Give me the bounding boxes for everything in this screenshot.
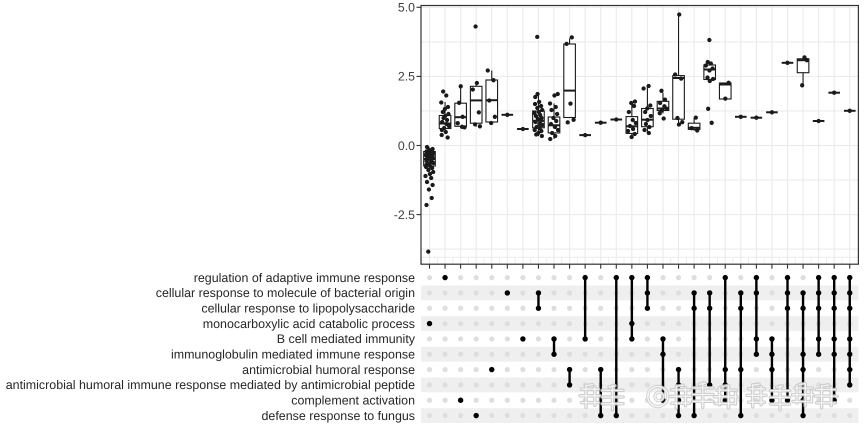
svg-text:monocarboxylic acid catabolic: monocarboxylic acid catabolic process	[203, 317, 415, 331]
svg-text:-2.5: -2.5	[394, 208, 415, 222]
svg-text:complement activation: complement activation	[291, 394, 415, 408]
svg-text:regulation of adaptive immune: regulation of adaptive immune response	[194, 271, 415, 285]
svg-text:0.0: 0.0	[398, 139, 415, 153]
svg-text:cellular response to lipopolys: cellular response to lipopolysaccharide	[201, 302, 415, 316]
svg-text:cellular response to molecule: cellular response to molecule of bacteri…	[156, 286, 415, 300]
svg-text:2.5: 2.5	[398, 70, 415, 84]
svg-text:antimicrobial humoral response: antimicrobial humoral response	[242, 363, 415, 377]
svg-text:5.0: 5.0	[398, 1, 415, 15]
svg-text:antimicrobial humoral immune r: antimicrobial humoral immune response me…	[6, 378, 415, 392]
svg-text:defense response to fungus: defense response to fungus	[261, 409, 415, 423]
svg-text:immunoglobulin mediated immune: immunoglobulin mediated immune response	[171, 348, 415, 362]
svg-text:B cell mediated immunity: B cell mediated immunity	[277, 332, 416, 346]
